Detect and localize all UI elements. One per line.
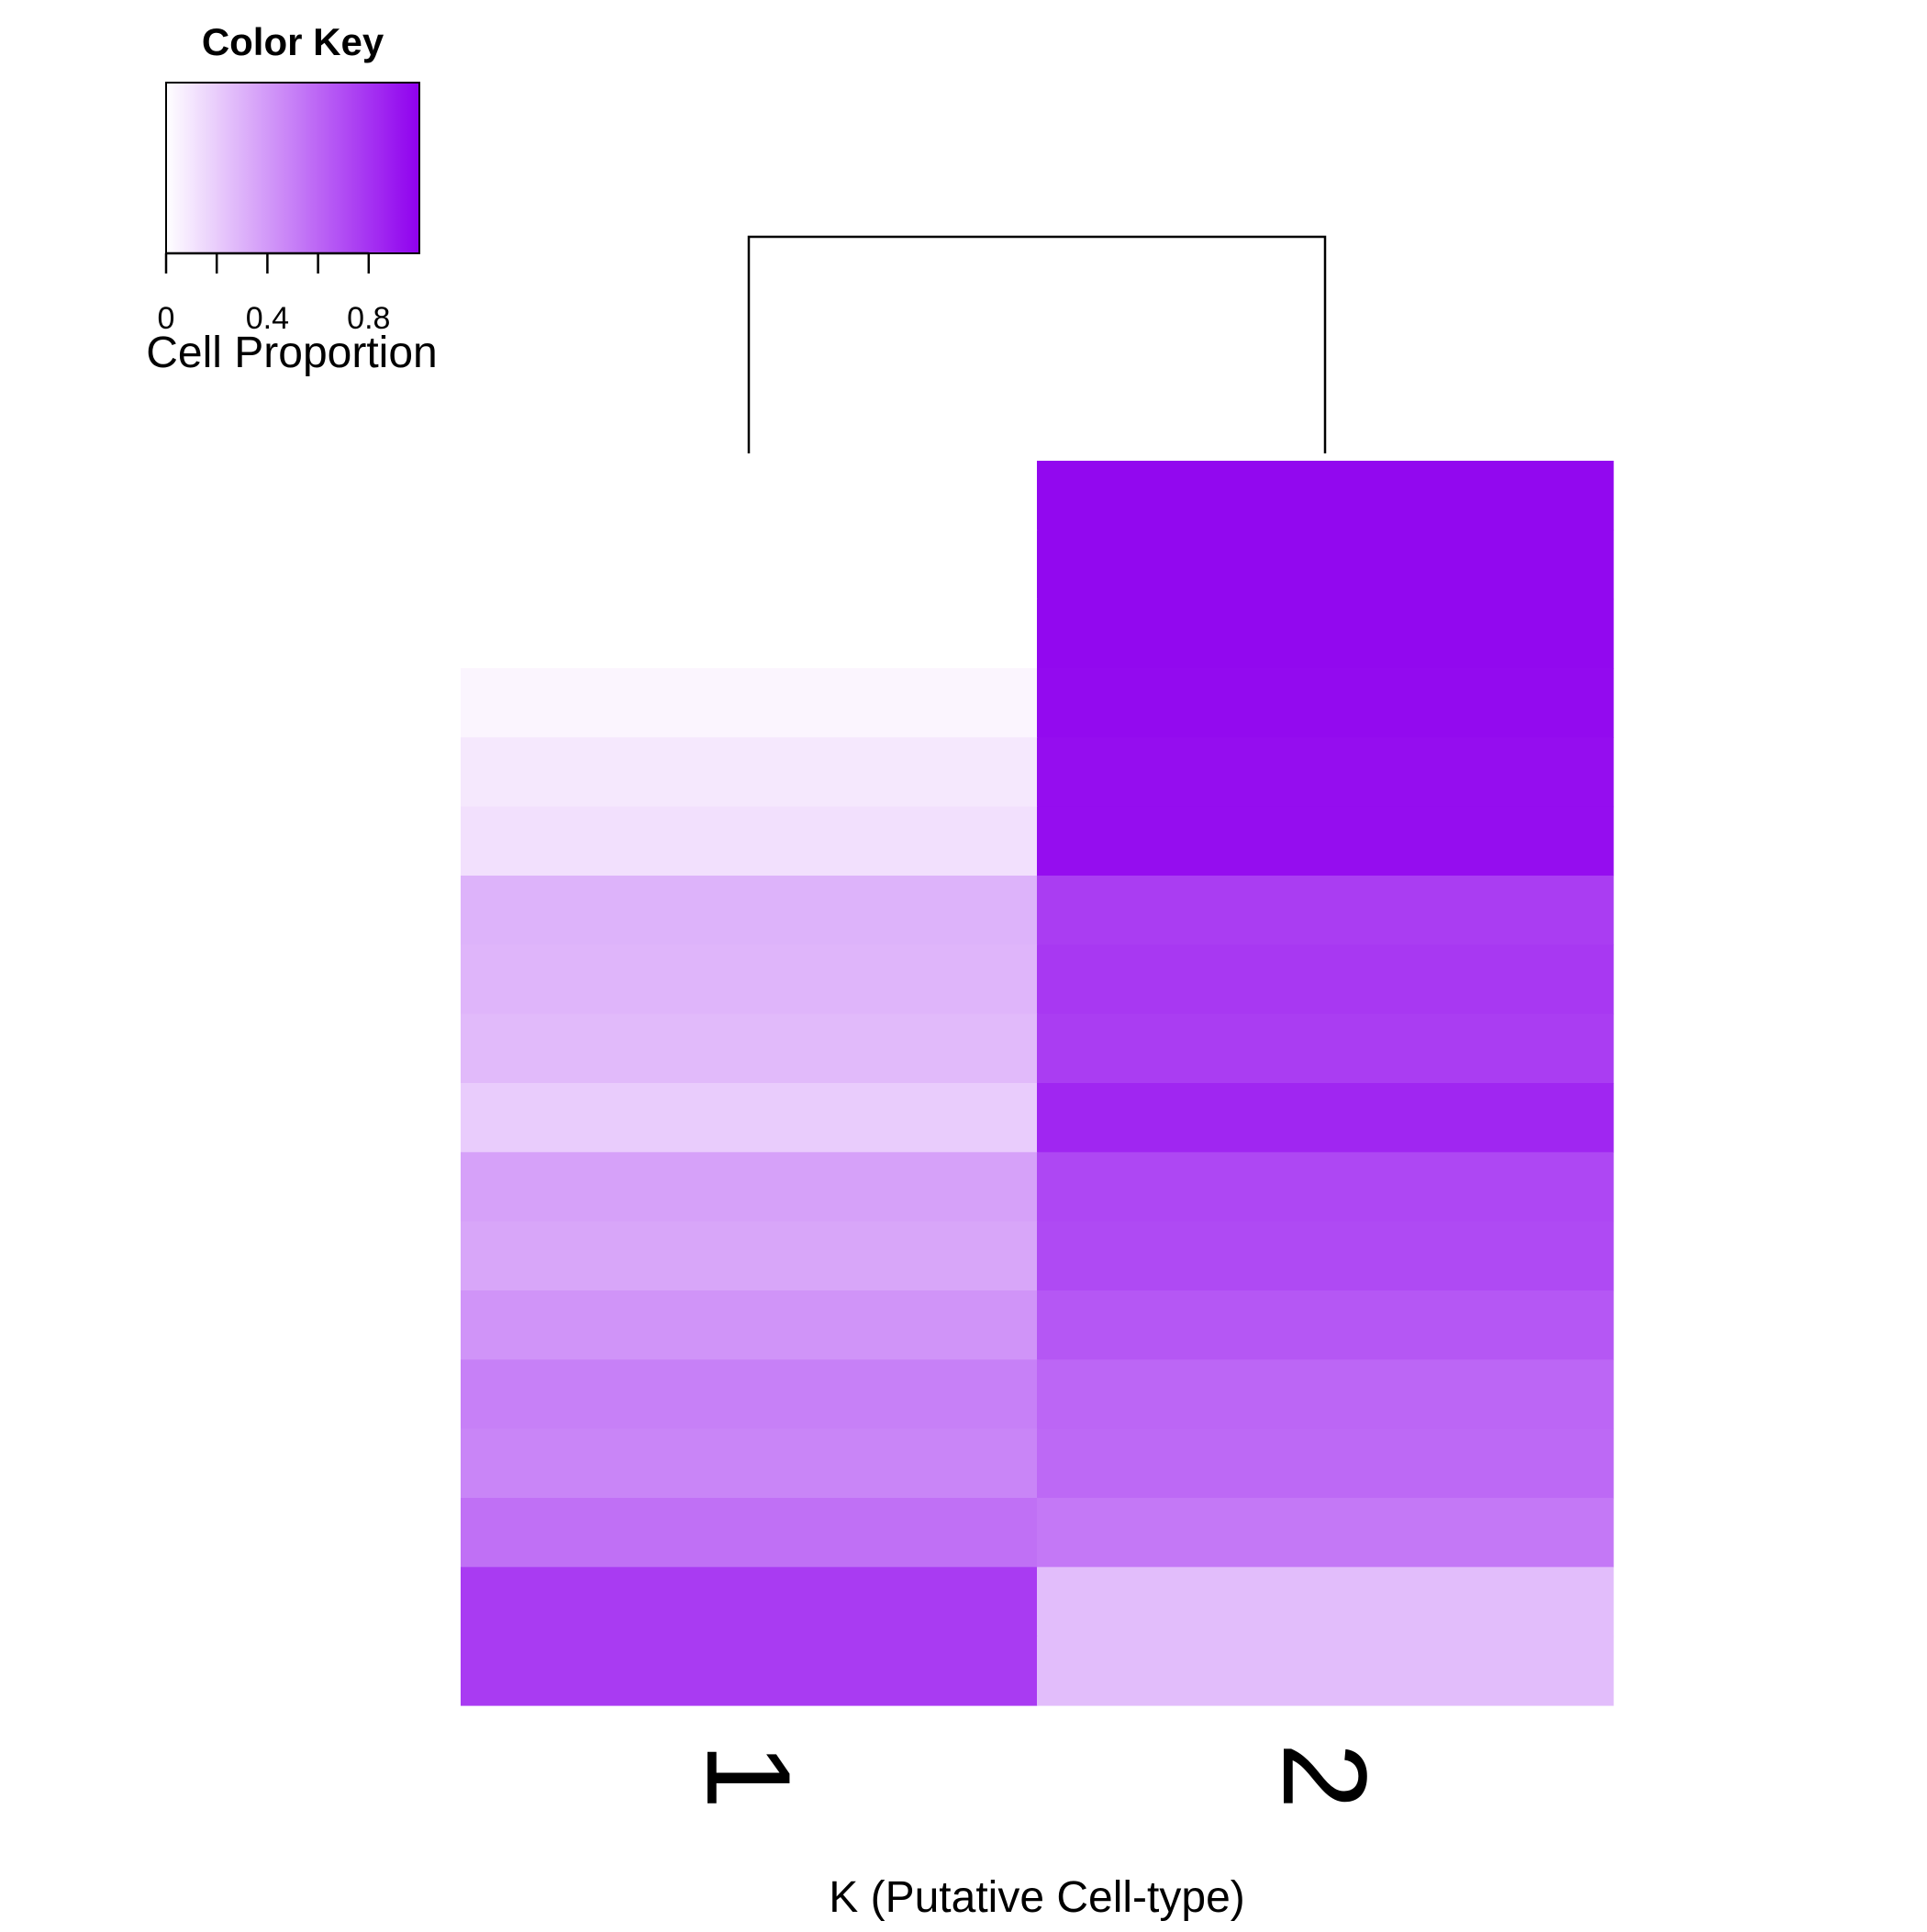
color-key-tick-label: 0 xyxy=(158,301,175,336)
heatmap-cell xyxy=(461,1083,1038,1153)
heatmap-cell xyxy=(1037,1290,1614,1360)
x-axis-label: K (Putative Cell-type) xyxy=(829,1873,1245,1922)
color-key-tick-label: 0.4 xyxy=(246,301,289,336)
heatmap-cell xyxy=(1037,1152,1614,1223)
heatmap-cell xyxy=(1037,1567,1614,1637)
heatmap-cell xyxy=(1037,668,1614,738)
heatmap-cell xyxy=(1037,1636,1614,1706)
dendrogram-branch xyxy=(747,235,1327,453)
heatmap-cell xyxy=(461,944,1038,1015)
column-dendrogram xyxy=(747,235,1327,453)
heatmap-cell xyxy=(461,1567,1038,1637)
heatmap-cell xyxy=(1037,530,1614,600)
column-label: 1 xyxy=(682,1743,816,1809)
heatmap-cell xyxy=(461,1013,1038,1084)
heatmap-cell xyxy=(1037,1221,1614,1291)
heatmap-cells xyxy=(461,461,1614,1706)
heatmap-cell xyxy=(1037,1083,1614,1153)
color-key-gradient xyxy=(165,82,420,254)
column-label: 2 xyxy=(1258,1743,1392,1809)
heatmap-cell xyxy=(461,530,1038,600)
heatmap-cell xyxy=(1037,461,1614,530)
heatmap-cell xyxy=(461,806,1038,877)
heatmap-cell xyxy=(461,737,1038,808)
color-key-label: Cell Proportion xyxy=(146,329,437,377)
heatmap-cell xyxy=(1037,1013,1614,1084)
heatmap-cell xyxy=(1037,944,1614,1015)
heatmap-cell xyxy=(461,668,1038,738)
heatmap-cell xyxy=(461,1428,1038,1499)
color-key-tick-label: 0.8 xyxy=(347,301,390,336)
heatmap-cell xyxy=(461,1359,1038,1430)
heatmap-cell xyxy=(1037,876,1614,945)
heatmap-cell xyxy=(461,1152,1038,1223)
heatmap-cell xyxy=(461,1498,1038,1568)
heatmap-cell xyxy=(1037,806,1614,877)
color-key-title: Color Key xyxy=(202,20,384,63)
heatmap-cell xyxy=(461,1636,1038,1706)
heatmap-cell xyxy=(1037,737,1614,808)
heatmap-cell xyxy=(1037,598,1614,669)
heatmap-cell xyxy=(461,461,1038,530)
heatmap-cell xyxy=(461,1290,1038,1360)
heatmap-cell xyxy=(461,598,1038,669)
heatmap-cell xyxy=(1037,1498,1614,1568)
heatmap-cell xyxy=(461,876,1038,945)
heatmap-cell xyxy=(1037,1359,1614,1430)
heatmap-cell xyxy=(461,1221,1038,1291)
heatmap-cell xyxy=(1037,1428,1614,1499)
